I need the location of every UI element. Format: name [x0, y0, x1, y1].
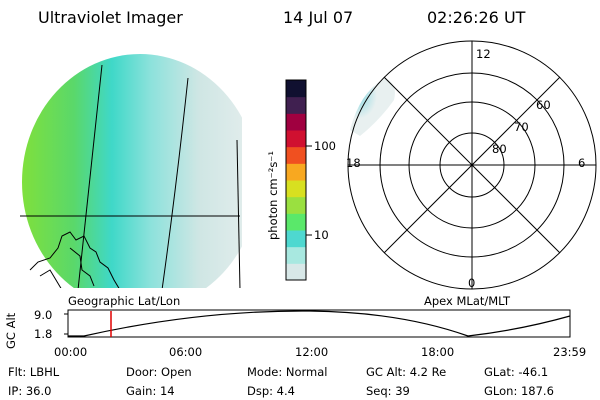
polar-projection-label: Apex MLat/MLT — [424, 294, 511, 308]
time-tick-06: 06:00 — [169, 345, 203, 359]
coastline — [29, 231, 120, 288]
mlt-label-12: 12 — [476, 47, 491, 61]
mlt-label-0: 0 — [468, 276, 476, 290]
colorbar-tick-label-10: 10 — [314, 228, 329, 242]
time-tick-2359: 23:59 — [553, 345, 587, 359]
glat-info: GLat: -46.1 — [484, 365, 549, 379]
mlat-label-60: 60 — [536, 98, 551, 112]
seq-info: Seq: 39 — [366, 384, 410, 398]
filter-info: Flt: LBHL — [8, 365, 60, 379]
earth-disk — [22, 54, 242, 288]
mode-info: Mode: Normal — [247, 365, 328, 379]
colorbar-band — [286, 96, 306, 114]
colorbar-band — [286, 163, 306, 181]
altitude-ytick-9: 9.0 — [34, 308, 53, 322]
altitude-ylabel: GC Alt — [4, 312, 18, 349]
altitude-plot — [64, 309, 571, 338]
mlat-label-80: 80 — [492, 142, 507, 156]
polar-aurora-patch — [350, 78, 395, 136]
earth-image — [20, 54, 242, 288]
gc-alt-info: GC Alt: 4.2 Re — [366, 365, 447, 379]
colorbar-band — [286, 180, 306, 198]
colorbar-band — [286, 196, 306, 214]
colorbar-scale — [286, 80, 306, 281]
mlt-label-6: 6 — [578, 156, 586, 170]
colorbar-band — [286, 246, 306, 264]
door-info: Door: Open — [126, 365, 192, 379]
gain-info: Gain: 14 — [126, 384, 175, 398]
colorbar-band — [286, 113, 306, 131]
instrument-title: Ultraviolet Imager — [38, 8, 183, 27]
colorbar-band — [286, 130, 306, 148]
colorbar-unit-label: photon cm⁻²s⁻¹ — [266, 151, 280, 240]
time-tick-00: 00:00 — [54, 345, 88, 359]
polar-plot — [347, 40, 597, 290]
date-label: 14 Jul 07 — [283, 8, 354, 27]
colorbar-band — [286, 213, 306, 231]
colorbar-band — [286, 80, 306, 98]
time-tick-12: 12:00 — [295, 345, 329, 359]
colorbar-frame — [285, 79, 307, 281]
altitude-ytick-1-8: 1.8 — [34, 327, 53, 341]
time-label: 02:26:26 UT — [427, 8, 526, 27]
dsp-info: Dsp: 4.4 — [247, 384, 295, 398]
colorbar-band — [286, 230, 306, 248]
polar-diagonal-2 — [383, 76, 561, 254]
glon-info: GLon: 187.6 — [484, 384, 554, 398]
map-projection-label: Geographic Lat/Lon — [68, 294, 181, 308]
altitude-plot-frame — [67, 309, 571, 338]
altitude-curve — [68, 310, 571, 337]
colorbar-tick-label-100: 100 — [314, 139, 336, 153]
colorbar-band — [286, 146, 306, 164]
colorbar-band — [286, 263, 306, 281]
mlat-label-70: 70 — [514, 120, 529, 134]
mlt-label-18: 18 — [346, 156, 361, 170]
ip-info: IP: 36.0 — [8, 384, 52, 398]
time-tick-18: 18:00 — [421, 345, 455, 359]
